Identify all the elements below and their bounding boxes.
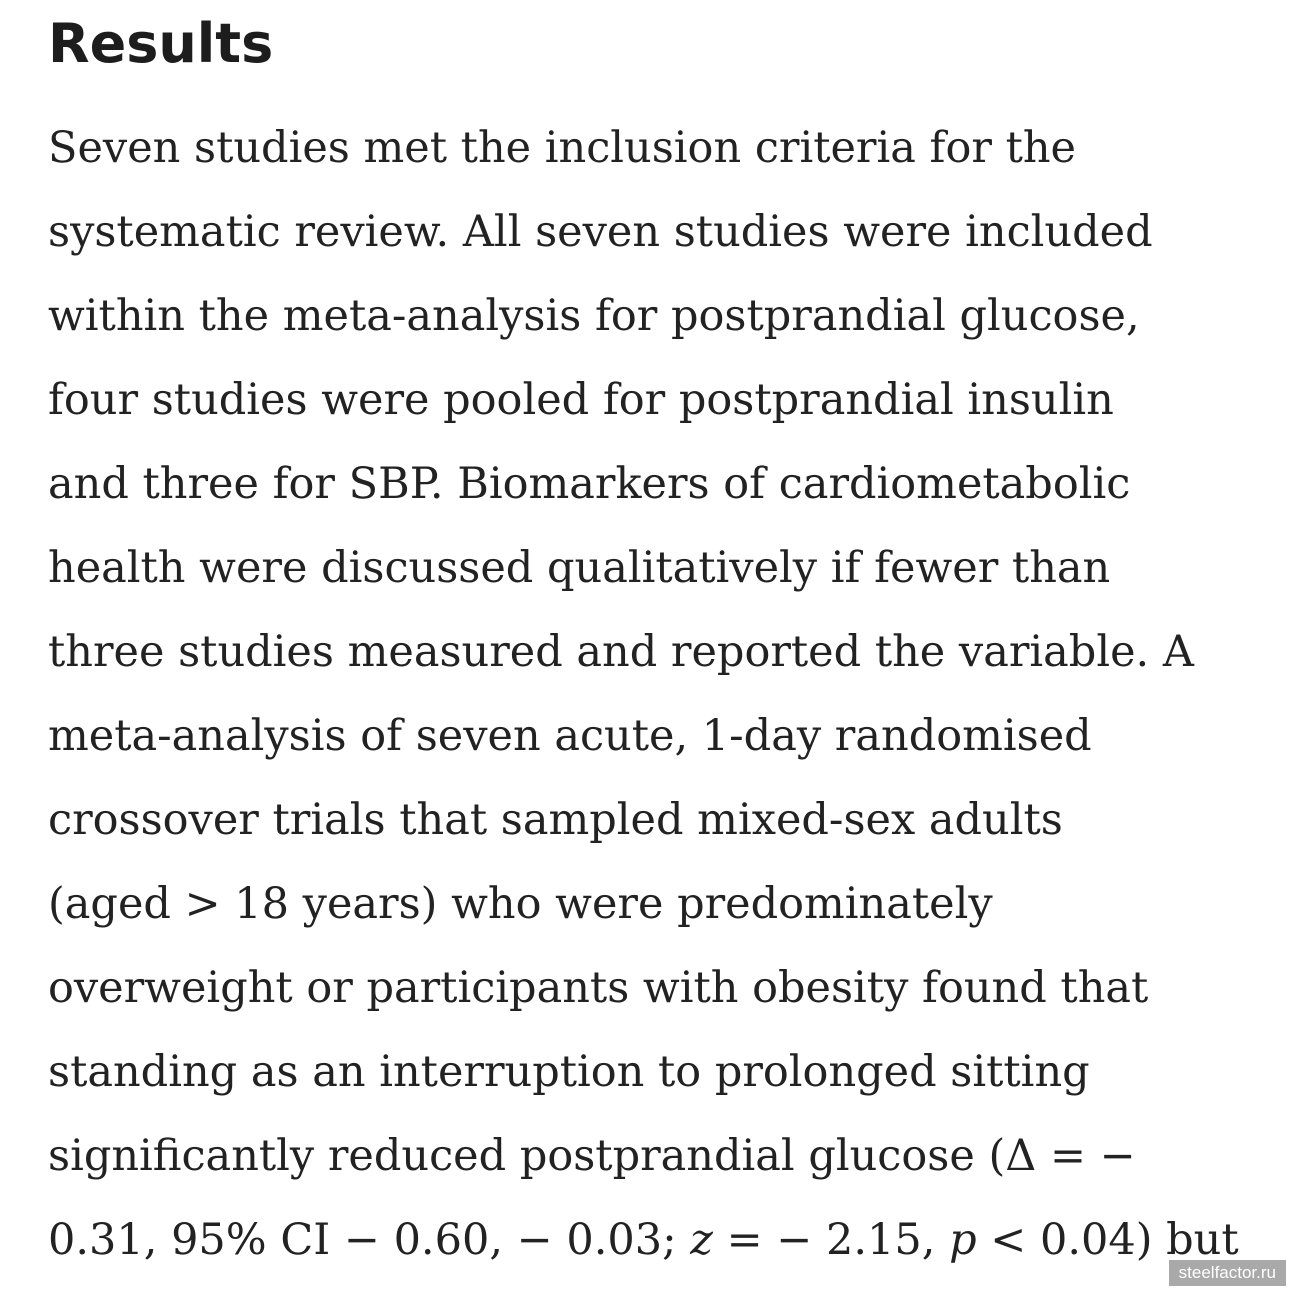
z-symbol: z: [690, 1215, 713, 1265]
paragraph-line: standing as an interruption to prolonged…: [48, 1047, 1090, 1097]
stats-text: 0.31, 95% CI − 0.60, − 0.03;: [48, 1215, 691, 1265]
results-paragraph: Seven studies met the inclusion criteria…: [48, 106, 1239, 1282]
p-symbol: p: [949, 1215, 977, 1265]
paragraph-line: Seven studies met the inclusion criteria…: [48, 123, 1076, 173]
paragraph-line: within the meta-analysis for postprandia…: [48, 291, 1140, 341]
paragraph-line: significantly reduced postprandial gluco…: [48, 1131, 1136, 1181]
paragraph-last-line: 0.31, 95% CI − 0.60, − 0.03; z = − 2.15,…: [48, 1198, 1239, 1282]
watermark: steelfactor.ru: [1168, 1260, 1286, 1286]
paragraph-line: four studies were pooled for postprandia…: [48, 375, 1114, 425]
paragraph-line: (aged > 18 years) who were predominately: [48, 879, 993, 929]
stats-text: = − 2.15,: [712, 1215, 950, 1265]
paragraph-line: crossover trials that sampled mixed-sex …: [48, 795, 1063, 845]
paragraph-line: health were discussed qualitatively if f…: [48, 543, 1111, 593]
section-heading: Results: [48, 12, 274, 75]
paragraph-line: systematic review. All seven studies wer…: [48, 207, 1153, 257]
paragraph-line: overweight or participants with obesity …: [48, 963, 1149, 1013]
stats-text: < 0.04) but: [976, 1215, 1239, 1265]
paragraph-line: three studies measured and reported the …: [48, 627, 1194, 677]
paragraph-line: meta-analysis of seven acute, 1-day rand…: [48, 711, 1092, 761]
paragraph-line: and three for SBP. Biomarkers of cardiom…: [48, 459, 1131, 509]
